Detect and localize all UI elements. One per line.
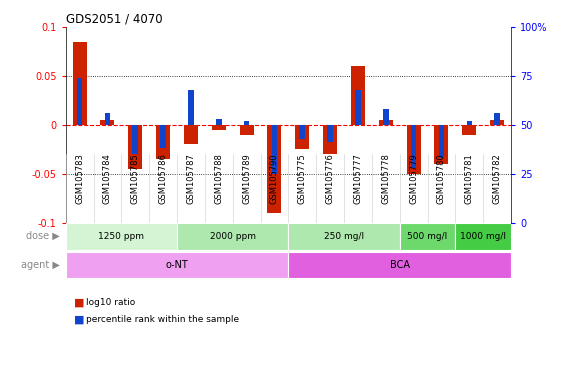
- Bar: [435, 125, 448, 164]
- Text: GSM105790: GSM105790: [270, 154, 279, 204]
- Text: GSM105784: GSM105784: [103, 154, 112, 204]
- Bar: [463, 125, 476, 135]
- Text: dose ▶: dose ▶: [26, 231, 60, 241]
- Text: GSM105779: GSM105779: [409, 154, 418, 204]
- Bar: [216, 119, 222, 125]
- Bar: [379, 120, 393, 125]
- Text: log10 ratio: log10 ratio: [86, 298, 135, 306]
- Bar: [188, 89, 194, 125]
- Text: GSM105778: GSM105778: [381, 154, 391, 204]
- Text: GSM105787: GSM105787: [186, 154, 195, 204]
- Text: agent ▶: agent ▶: [21, 260, 60, 270]
- Text: GSM105788: GSM105788: [214, 154, 223, 204]
- Text: GSM105777: GSM105777: [353, 154, 363, 204]
- Bar: [212, 125, 226, 130]
- Text: BCA: BCA: [389, 260, 410, 270]
- Bar: [494, 113, 500, 125]
- Bar: [383, 109, 388, 125]
- Bar: [490, 120, 504, 125]
- Text: GSM105781: GSM105781: [465, 154, 474, 204]
- Bar: [240, 125, 254, 135]
- Bar: [407, 125, 421, 174]
- Bar: [295, 125, 309, 149]
- Text: ■: ■: [74, 298, 85, 308]
- Bar: [156, 125, 170, 159]
- Text: GSM105782: GSM105782: [493, 154, 502, 204]
- Bar: [267, 125, 282, 213]
- Bar: [132, 125, 138, 154]
- Bar: [73, 41, 87, 125]
- Bar: [288, 223, 400, 250]
- Bar: [77, 78, 82, 125]
- Bar: [351, 66, 365, 125]
- Text: GSM105783: GSM105783: [75, 154, 84, 204]
- Bar: [411, 125, 416, 168]
- Bar: [104, 113, 110, 125]
- Bar: [456, 223, 511, 250]
- Bar: [300, 125, 305, 139]
- Bar: [323, 125, 337, 154]
- Bar: [288, 252, 511, 278]
- Text: 250 mg/l: 250 mg/l: [324, 232, 364, 241]
- Text: 2000 ppm: 2000 ppm: [210, 232, 256, 241]
- Text: GSM105775: GSM105775: [297, 154, 307, 204]
- Bar: [327, 125, 333, 142]
- Text: ■: ■: [74, 315, 85, 325]
- Bar: [177, 223, 288, 250]
- Bar: [100, 120, 114, 125]
- Text: GDS2051 / 4070: GDS2051 / 4070: [66, 13, 162, 26]
- Text: 500 mg/l: 500 mg/l: [408, 232, 448, 241]
- Bar: [439, 125, 444, 158]
- Text: GSM105776: GSM105776: [325, 154, 335, 204]
- Bar: [400, 223, 456, 250]
- Bar: [272, 125, 278, 174]
- Bar: [184, 125, 198, 144]
- Text: percentile rank within the sample: percentile rank within the sample: [86, 315, 239, 324]
- Bar: [66, 223, 177, 250]
- Bar: [66, 252, 288, 278]
- Text: 1250 ppm: 1250 ppm: [98, 232, 144, 241]
- Bar: [244, 121, 250, 125]
- Text: GSM105786: GSM105786: [159, 154, 168, 204]
- Text: GSM105785: GSM105785: [131, 154, 140, 204]
- Bar: [355, 89, 361, 125]
- Bar: [128, 125, 142, 169]
- Text: GSM105780: GSM105780: [437, 154, 446, 204]
- Bar: [160, 125, 166, 148]
- Bar: [467, 121, 472, 125]
- Text: o-NT: o-NT: [166, 260, 188, 270]
- Text: 1000 mg/l: 1000 mg/l: [460, 232, 506, 241]
- Text: GSM105789: GSM105789: [242, 154, 251, 204]
